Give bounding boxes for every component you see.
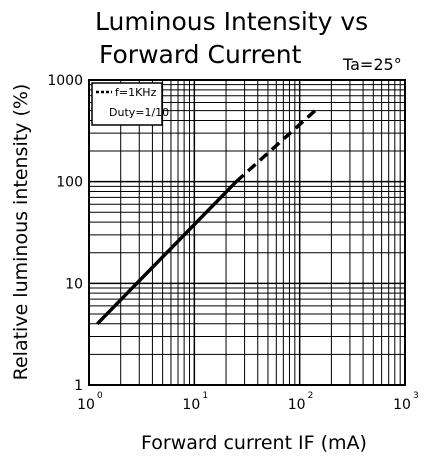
x-tick-label: 10 bbox=[393, 397, 411, 413]
y-tick-labels: 1 10 100 1000 bbox=[47, 73, 83, 394]
x-tick-label: 10 bbox=[77, 397, 95, 413]
y-tick-label: 10 bbox=[65, 276, 83, 292]
series-group bbox=[96, 109, 317, 326]
legend-label-2: Duty=1/10 bbox=[109, 106, 169, 119]
legend: f=1KHz Duty=1/10 bbox=[91, 82, 169, 126]
legend-label-1: f=1KHz bbox=[115, 86, 157, 99]
x-tick-exponent: 2 bbox=[308, 391, 314, 401]
x-tick-label: 10 bbox=[182, 397, 200, 413]
condition-label: Ta=25° bbox=[342, 55, 402, 74]
grid bbox=[89, 80, 405, 385]
y-axis-label: Relative luminous intensity (%) bbox=[10, 84, 32, 381]
chart-title-line1: Luminous Intensity vs bbox=[95, 7, 368, 36]
x-tick-exponent: 3 bbox=[413, 391, 419, 401]
x-tick-label: 10 bbox=[288, 397, 306, 413]
plot-frame bbox=[88, 79, 406, 386]
y-tick-label: 1000 bbox=[47, 73, 83, 89]
x-axis-label: Forward current IF (mA) bbox=[141, 432, 367, 454]
legend-box bbox=[91, 82, 163, 126]
series-line-dashed bbox=[235, 109, 317, 184]
series-line-solid bbox=[96, 180, 238, 326]
y-tick-label: 1 bbox=[74, 378, 83, 394]
x-tick-exponent: 1 bbox=[202, 391, 208, 401]
x-tick-exponent: 0 bbox=[97, 391, 103, 401]
chart-title-line2: Forward Current bbox=[99, 40, 302, 69]
y-tick-label: 100 bbox=[56, 175, 83, 191]
